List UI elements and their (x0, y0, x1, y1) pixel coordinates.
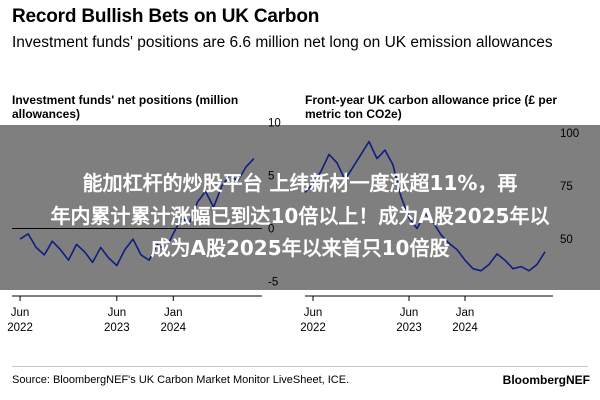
right-x-tick-month-0: Jun (304, 307, 323, 319)
left-x-tick-month-2: Jan (164, 307, 183, 319)
left-x-tick-year-2: 2024 (160, 322, 186, 334)
left-y-tick-0: 10 (268, 118, 281, 130)
ad-overlay (0, 125, 600, 290)
overlay-headline-3: 成为A股2025年以来首只10倍股 (150, 236, 450, 260)
right-x-tick-year-1: 2023 (396, 322, 422, 334)
left-x-tick-month-0: Jun (11, 307, 30, 319)
page-subtitle: Investment funds' positions are 6.6 mill… (12, 34, 553, 51)
page-title: Record Bullish Bets on UK Carbon (12, 6, 320, 27)
footer-divider (12, 366, 588, 367)
source-note: Source: BloombergNEF's UK Carbon Market … (12, 374, 350, 386)
brand-logo: BloombergNEF (502, 373, 590, 387)
right-chart-title: Front-year UK carbon allowance price (£ … (305, 93, 558, 121)
left-chart-title: Investment funds' net positions (million… (12, 93, 239, 121)
right-x-tick-month-2: Jan (456, 307, 475, 319)
left-x-tick-year-1: 2023 (104, 322, 130, 334)
right-x-tick-year-0: 2022 (300, 322, 326, 334)
right-x-tick-year-2: 2024 (452, 322, 478, 334)
right-x-tick-month-1: Jun (400, 307, 419, 319)
overlay-headline-1: 能加杠杆的炒股平台 上纬新材一度涨超11%，再 (82, 171, 518, 195)
left-x-tick-month-1: Jun (108, 307, 127, 319)
overlay-headline-2: 年内累计累计涨幅已到达10倍以上！成为A股2025年以 (50, 204, 550, 228)
left-x-tick-year-0: 2022 (7, 322, 33, 334)
